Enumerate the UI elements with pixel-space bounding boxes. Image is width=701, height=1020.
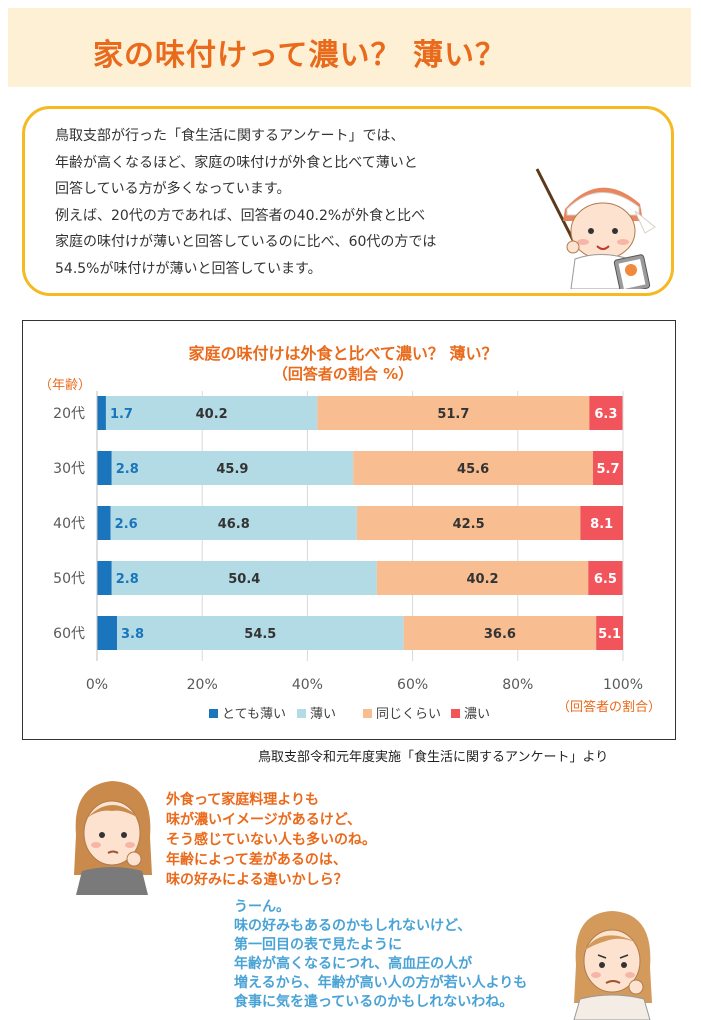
bar-segment [353,451,594,485]
bar-segment [403,616,597,650]
chart-container: 家庭の味付けは外食と比べて濃い？ 薄い？ （回答者の割合 %） （年齢） 1.7… [22,320,676,740]
speech-line: 年齢が高くなるにつれ、高血圧の人が [234,956,473,972]
legend-swatch [209,709,218,718]
bar-segment [111,561,377,595]
bar-segment [593,451,623,485]
data-label: 5.1 [598,627,621,642]
bar-segment [356,506,581,540]
speech-line: 外食って家庭料理よりも [166,792,320,808]
data-label: 45.9 [216,462,248,477]
bar-segment [110,506,357,540]
legend-label: 同じくらい [376,707,441,722]
bar-segment [97,396,106,430]
bar-segment [97,451,112,485]
page-title: 家の味付けって濃い？ 薄い？ [93,38,506,73]
intro-line: 回答している方が多くなっています。 [55,181,291,197]
data-label: 40.2 [196,407,228,422]
bar-segment [97,506,111,540]
intro-text: 鳥取支部が行った「食生活に関するアンケート」では、 年齢が高くなるほど、家庭の味… [55,123,535,282]
intro-box: 鳥取支部が行った「食生活に関するアンケート」では、 年齢が高くなるほど、家庭の味… [22,106,674,296]
data-label: 40.2 [467,572,499,587]
source-note: 鳥取支部令和元年度実施「食生活に関するアンケート」より [258,750,609,765]
data-label: 46.8 [218,517,250,532]
data-label: 54.5 [244,627,276,642]
y-category-label: 50代 [53,571,85,587]
bar-segment [97,616,117,650]
legend-swatch [451,709,460,718]
legend-label: 薄い [310,707,336,722]
data-label: 1.7 [110,407,133,422]
bar-segment [97,561,112,595]
speech-line: 味が濃いイメージがあるけど、 [166,812,362,828]
x-tick-label: 80% [502,677,533,693]
data-label: 51.7 [437,407,469,422]
y-category-label: 60代 [53,626,85,642]
bar-segment [116,616,404,650]
intro-line: 鳥取支部が行った「食生活に関するアンケート」では、 [55,128,405,144]
teacher-illustration [535,168,656,289]
intro-line: 家庭の味付けが薄いと回答しているのに比べ、60代の方では [55,234,437,250]
bar-segment [580,506,623,540]
chart-title: 家庭の味付けは外食と比べて濃い？ 薄い？ [189,344,498,363]
data-label: 2.8 [116,572,139,587]
x-tick-label: 100% [603,677,643,693]
speech-bubble-1: 外食って家庭料理よりも 味が濃いイメージがあるけど、 そう感じていない人も多いの… [166,790,376,890]
legend-swatch [297,709,306,718]
y-axis-label: （年齢） [39,378,91,393]
bar-segment [589,396,623,430]
speech-line: うーん。 [234,899,290,915]
intro-line: 年齢が高くなるほど、家庭の味付けが外食と比べて薄いと [55,154,418,171]
woman-worried-illustration [573,911,652,1020]
legend-swatch [363,709,372,718]
y-category-label: 40代 [53,516,85,532]
bar-segment [317,396,590,430]
y-category-label: 30代 [53,461,85,477]
data-label: 3.8 [121,627,144,642]
bar-segment [105,396,318,430]
data-label: 36.6 [484,627,516,642]
intro-line: 例えば、20代の方であれば、回答者の40.2%が外食と比べ [55,207,426,224]
x-tick-label: 0% [86,677,108,693]
bar-segment [111,451,354,485]
stacked-bar-chart: 家庭の味付けは外食と比べて濃い？ 薄い？ （回答者の割合 %） （年齢） 1.7… [39,344,661,722]
data-label: 6.3 [594,407,617,422]
speech-line: 味の好みもあるのかもしれないけど、 [234,918,472,934]
bar-segment [596,616,623,650]
bar-segment [588,561,623,595]
speech-line: 第一回目の表で見たように [234,937,402,953]
x-axis-label: （回答者の割合） [557,699,661,715]
speech-bubble-2: うーん。 味の好みもあるのかもしれないけど、 第一回目の表で見たように 年齢が高… [234,898,527,1012]
x-tick-label: 40% [292,677,323,693]
data-label: 2.8 [116,462,139,477]
data-label: 6.5 [594,572,617,587]
y-category-label: 20代 [53,406,85,422]
intro-line: 54.5%が味付けが薄いと回答しています。 [55,260,322,277]
header-banner: 家の味付けって濃い？ 薄い？ [8,8,691,87]
speech-line: 年齢によって差があるのは、 [166,852,347,868]
speech-line: そう感じていない人も多いのね。 [166,832,376,848]
x-tick-label: 60% [397,677,428,693]
x-tick-label: 20% [187,677,218,693]
data-label: 45.6 [457,462,489,477]
speech-line: 食事に気を遣っているのかもしれないわね。 [234,994,514,1010]
bar-segment [376,561,589,595]
data-label: 5.7 [596,462,619,477]
speech-line: 増えるから、年齢が高い人の方が若い人よりも [234,975,528,991]
data-label: 50.4 [228,572,260,587]
data-label: 42.5 [453,517,485,532]
data-label: 8.1 [590,517,613,532]
legend-label: とても薄い [222,707,286,722]
chart-subtitle: （回答者の割合 %） [273,365,413,383]
woman-thinking-illustration [74,781,152,895]
legend-label: 濃い [464,707,490,722]
data-label: 2.6 [115,517,138,532]
speech-line: 味の好みによる違いかしら？ [166,872,348,888]
